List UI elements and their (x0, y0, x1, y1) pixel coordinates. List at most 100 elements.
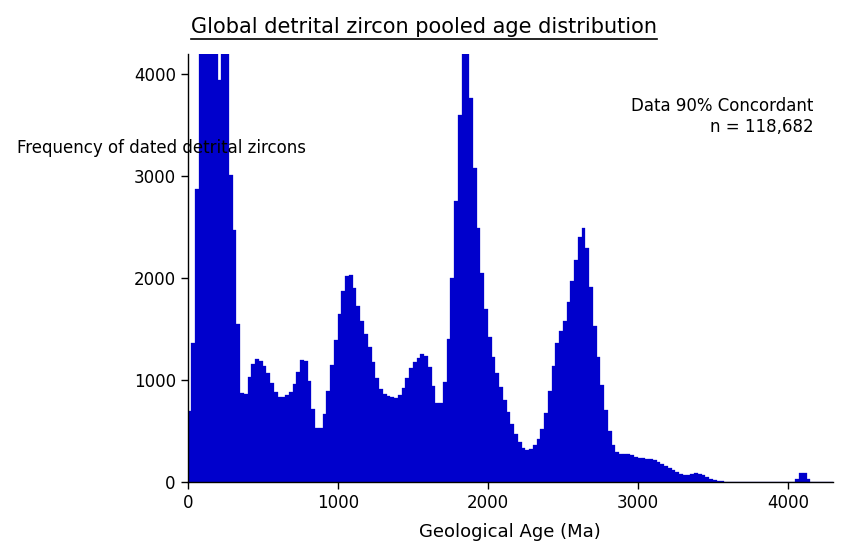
Bar (537, 439, 540, 482)
Bar (544, 414, 548, 482)
Bar (435, 403, 439, 482)
Bar (522, 448, 525, 482)
Bar (713, 480, 717, 482)
Bar (345, 276, 349, 482)
Bar (323, 414, 326, 482)
Bar (421, 354, 424, 482)
Bar (503, 400, 506, 482)
Bar (206, 0, 210, 482)
Bar (300, 360, 304, 482)
Bar (484, 309, 488, 482)
Bar (630, 455, 634, 482)
Text: Frequency of dated detrital zircons: Frequency of dated detrital zircons (17, 139, 306, 157)
Bar (311, 409, 315, 482)
Bar (510, 424, 514, 482)
Bar (709, 479, 713, 482)
Bar (695, 473, 698, 482)
Bar (461, 50, 466, 482)
Bar (447, 339, 450, 482)
Bar (687, 475, 690, 482)
Bar (259, 361, 263, 482)
Bar (540, 429, 544, 482)
Bar (608, 431, 611, 482)
Bar (271, 383, 274, 482)
Bar (244, 394, 248, 482)
Bar (548, 391, 551, 482)
Bar (210, 0, 214, 482)
Bar (326, 391, 330, 482)
Bar (559, 331, 563, 482)
Bar (806, 479, 811, 482)
Bar (304, 361, 308, 482)
Bar (529, 449, 533, 482)
Bar (597, 358, 600, 482)
Bar (585, 248, 589, 482)
Bar (672, 470, 675, 482)
Bar (192, 343, 195, 482)
Bar (799, 473, 803, 482)
Bar (518, 442, 522, 482)
Bar (218, 80, 221, 482)
Bar (390, 398, 394, 482)
Bar (387, 396, 390, 482)
Bar (315, 428, 319, 482)
Bar (330, 365, 334, 482)
Bar (604, 410, 608, 482)
Bar (277, 396, 282, 482)
Bar (574, 260, 577, 482)
Bar (656, 462, 661, 482)
Bar (334, 340, 338, 482)
Bar (289, 393, 293, 482)
Bar (514, 434, 518, 482)
Bar (413, 362, 416, 482)
Bar (360, 321, 364, 482)
Bar (338, 314, 342, 482)
Bar (187, 411, 192, 482)
Bar (627, 454, 630, 482)
Bar (252, 364, 255, 482)
Bar (623, 454, 627, 482)
Bar (593, 326, 597, 482)
Bar (266, 374, 271, 482)
Bar (293, 384, 297, 482)
Bar (409, 368, 413, 482)
Bar (480, 273, 484, 482)
Bar (488, 336, 492, 482)
Bar (571, 281, 574, 482)
Bar (506, 413, 510, 482)
Bar (214, 26, 218, 482)
Bar (248, 377, 252, 482)
Bar (698, 474, 701, 482)
Bar (439, 403, 443, 482)
Bar (308, 381, 311, 482)
Bar (443, 382, 447, 482)
Bar (454, 201, 458, 482)
Bar (342, 291, 345, 482)
Bar (274, 392, 277, 482)
Bar (668, 468, 672, 482)
Bar (394, 398, 398, 482)
Bar (203, 0, 206, 482)
Bar (297, 371, 300, 482)
Bar (582, 229, 585, 482)
Bar (661, 464, 664, 482)
Bar (353, 289, 356, 482)
Bar (803, 473, 806, 482)
Bar (401, 388, 405, 482)
Bar (525, 450, 529, 482)
Bar (473, 168, 477, 482)
Bar (555, 344, 559, 482)
Bar (492, 357, 495, 482)
Bar (240, 393, 244, 482)
Bar (356, 306, 360, 482)
Bar (675, 473, 679, 482)
Bar (379, 389, 382, 482)
Bar (282, 397, 285, 482)
Text: Global detrital zircon pooled age distribution: Global detrital zircon pooled age distri… (191, 17, 657, 37)
Bar (642, 458, 645, 482)
Bar (458, 115, 461, 482)
X-axis label: Geological Age (Ma): Geological Age (Ma) (420, 523, 601, 541)
Bar (717, 481, 721, 482)
Bar (551, 366, 555, 482)
Bar (424, 356, 427, 482)
